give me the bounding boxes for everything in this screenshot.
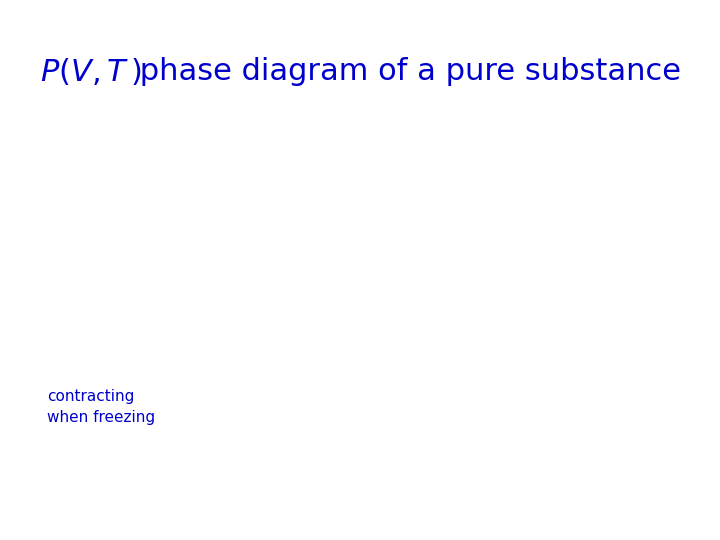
Text: phase diagram of a pure substance: phase diagram of a pure substance <box>130 57 680 86</box>
Text: $P(V,T\,)$: $P(V,T\,)$ <box>40 57 141 87</box>
Text: contracting
when freezing: contracting when freezing <box>47 389 155 425</box>
